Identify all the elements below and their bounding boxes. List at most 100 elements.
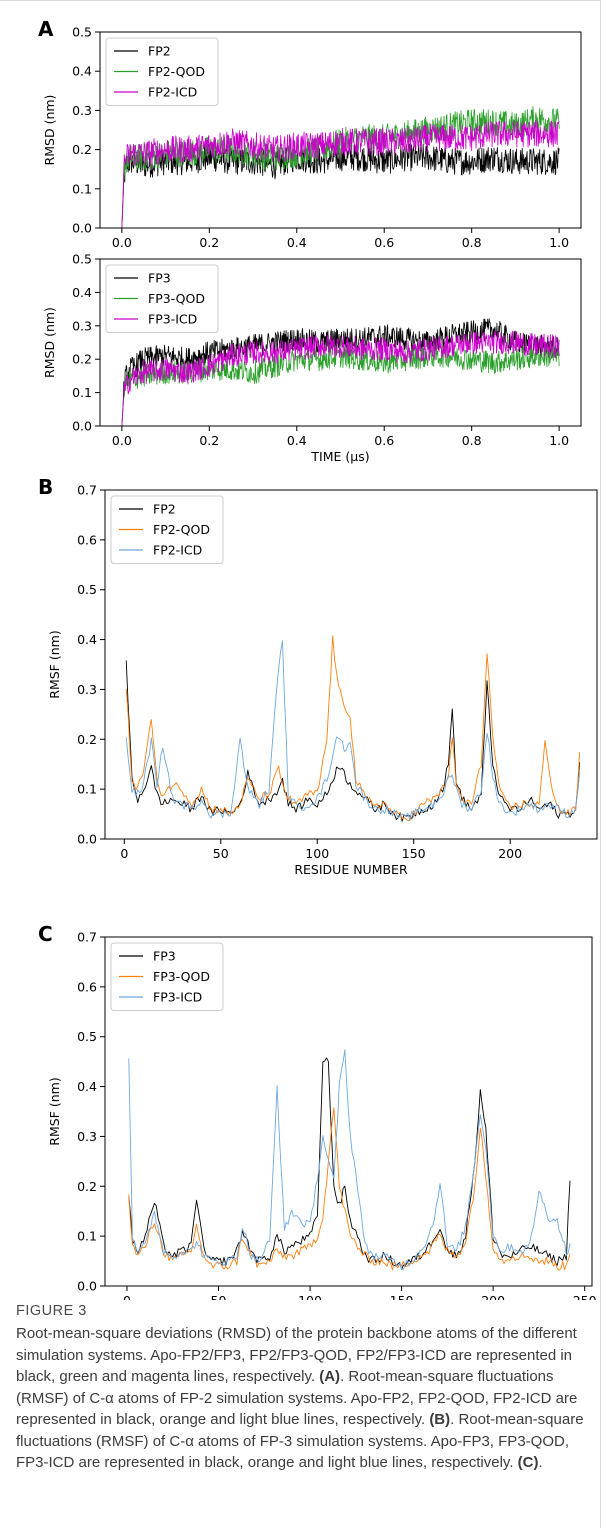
series-line-fp3-qod	[121, 343, 560, 426]
x-tick-label: 50	[213, 846, 229, 861]
x-tick-label: 0.4	[287, 235, 307, 250]
figure-caption: FIGURE 3 Root-mean-square deviations (RM…	[16, 1303, 591, 1474]
plot-frame	[104, 489, 598, 840]
y-tick-label: 0.2	[77, 732, 97, 747]
legend-box	[110, 495, 224, 564]
x-tick-label: 0.8	[462, 235, 482, 250]
y-axis-label: RMSF (nm)	[47, 1077, 62, 1145]
x-axis-label: RESIDUE NUMBER	[294, 862, 408, 877]
x-tick-label: 100	[298, 1293, 322, 1300]
legend-label: FP3-QOD	[153, 969, 210, 984]
legend-box	[105, 264, 219, 333]
y-tick-label: 0.2	[72, 142, 92, 157]
y-axis-label: RMSF (nm)	[47, 630, 62, 698]
caption-ref-b: (B)	[429, 1411, 451, 1428]
legend-box	[105, 37, 219, 106]
series-line-fp3-icd	[128, 1049, 571, 1270]
chart-A2: 0.0 0.1 0.2 0.3 0.4 0.5 0.0 0.2 0.4 0.6 0.8 1.0 RMSD…	[42, 252, 582, 464]
y-tick-label: 0.5	[72, 25, 92, 40]
y-tick-label: 0.3	[72, 318, 92, 333]
legend-label: FP3	[148, 271, 171, 286]
series-line-fp3-icd	[121, 330, 560, 426]
legend-label: FP2-QOD	[153, 522, 210, 537]
caption-text-c: . Root-mean-square fluctuations (RMSF) o…	[16, 1411, 584, 1471]
x-tick-label: 0.6	[374, 433, 394, 448]
series-line-fp3	[121, 318, 560, 426]
y-tick-label: 0.4	[72, 64, 92, 79]
x-tick-label: 0.2	[199, 433, 219, 448]
legend-label: FP2	[148, 44, 171, 59]
x-tick-label: 50	[211, 1293, 227, 1300]
x-tick-label: 0.0	[112, 235, 132, 250]
legend-label: FP3-QOD	[148, 291, 205, 306]
x-tick-label: 0	[123, 1293, 131, 1300]
y-tick-label: 0.6	[77, 979, 97, 994]
legend-label: FP3	[153, 949, 176, 964]
caption-body: Root-mean-square deviations (RMSD) of th…	[16, 1323, 591, 1474]
caption-ref-a: (A)	[319, 1368, 341, 1385]
y-tick-label: 0.0	[72, 221, 92, 236]
x-tick-label: 1.0	[549, 235, 569, 250]
y-tick-label: 0.1	[72, 385, 92, 400]
x-tick-label: 0.4	[287, 433, 307, 448]
figure-charts: 0.0 0.1 0.2 0.3 0.4 0.5 0.0 0.2 0.4 0.6 0.8 1.0 RMSD…	[38, 17, 598, 1300]
series-line-fp2-qod	[125, 635, 581, 822]
x-tick-label: 0.2	[199, 235, 219, 250]
chart-C: 0.0 0.1 0.2 0.3 0.4 0.5 0.6 0.7 0 50 100 150 200 250 R…	[38, 922, 597, 1300]
legend-label: FP3-ICD	[153, 990, 202, 1005]
legend-label: FP2-ICD	[148, 85, 197, 100]
chart-B: 0.0 0.1 0.2 0.3 0.4 0.5 0.6 0.7 0 50 100 150 200 RMSF…	[38, 475, 598, 877]
legend-label: FP2-QOD	[148, 64, 205, 79]
y-tick-label: 0.3	[77, 682, 97, 697]
series-line-fp2-icd	[125, 640, 581, 821]
x-tick-label: 150	[390, 1293, 414, 1300]
y-tick-label: 0.6	[77, 532, 97, 547]
series-line-fp3-qod	[128, 1107, 571, 1271]
y-tick-label: 0.5	[77, 1029, 97, 1044]
x-tick-label: 0.6	[374, 235, 394, 250]
y-axis-label: RMSD (nm)	[42, 95, 57, 166]
y-tick-label: 0.1	[72, 181, 92, 196]
x-tick-label: 1.0	[549, 433, 569, 448]
y-tick-label: 0.5	[72, 252, 92, 267]
caption-title: FIGURE 3	[16, 1303, 87, 1319]
plot-frame	[99, 258, 582, 427]
y-axis-label: RMSD (nm)	[42, 307, 57, 378]
panel-label: C	[38, 922, 53, 946]
panel-label: A	[38, 17, 54, 41]
plot-frame	[104, 936, 593, 1287]
y-tick-label: 0.7	[77, 483, 97, 498]
panel-label: B	[38, 475, 53, 499]
y-tick-label: 0.0	[77, 1279, 97, 1294]
x-tick-label: 200	[498, 846, 522, 861]
x-tick-label: 0.8	[462, 433, 482, 448]
x-tick-label: 100	[305, 846, 329, 861]
caption-ref-c: (C)	[517, 1454, 539, 1471]
x-axis-label: TIME (µs)	[310, 449, 369, 464]
series-line-fp2-icd	[121, 120, 560, 228]
chart-A1: 0.0 0.1 0.2 0.3 0.4 0.5 0.0 0.2 0.4 0.6 0.8 1.0 RMSD…	[38, 17, 582, 250]
y-tick-label: 0.0	[77, 832, 97, 847]
x-tick-label: 0.0	[112, 433, 132, 448]
y-tick-label: 0.4	[72, 285, 92, 300]
y-tick-label: 0.2	[72, 352, 92, 367]
y-tick-label: 0.5	[77, 582, 97, 597]
x-tick-label: 150	[402, 846, 426, 861]
plot-frame	[99, 31, 582, 229]
legend-label: FP2-ICD	[153, 543, 202, 558]
y-tick-label: 0.3	[77, 1129, 97, 1144]
y-tick-label: 0.4	[77, 1079, 97, 1094]
legend-box	[110, 942, 224, 1011]
legend-label: FP3-ICD	[148, 312, 197, 327]
series-line-fp3	[128, 1057, 571, 1270]
caption-text-a: Root-mean-square deviations (RMSD) of th…	[16, 1325, 577, 1385]
x-tick-label: 0	[120, 846, 128, 861]
x-tick-label: 200	[481, 1293, 505, 1300]
legend-label: FP2	[153, 502, 176, 517]
y-tick-label: 0.0	[72, 419, 92, 434]
caption-end: .	[538, 1454, 543, 1471]
y-tick-label: 0.1	[77, 782, 97, 797]
y-tick-label: 0.7	[77, 930, 97, 945]
y-tick-label: 0.2	[77, 1179, 97, 1194]
